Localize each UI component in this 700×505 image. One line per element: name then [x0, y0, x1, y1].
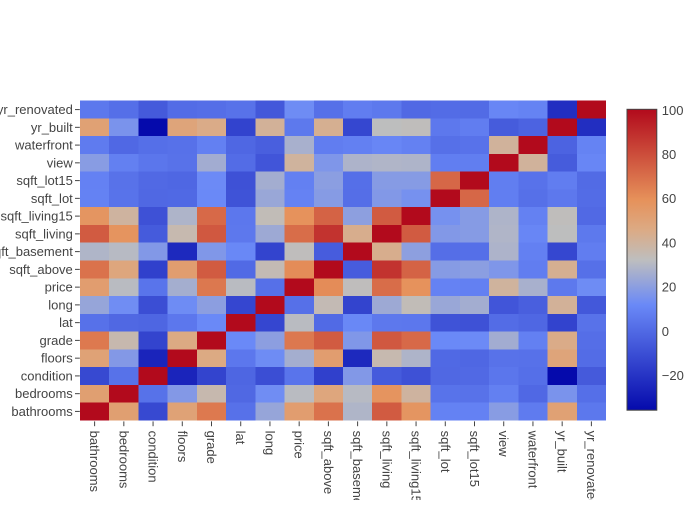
svg-text:yr_built: yr_built [555, 431, 570, 473]
svg-text:sqft_living: sqft_living [379, 431, 394, 489]
svg-text:sqft_above: sqft_above [9, 262, 73, 277]
svg-text:floors: floors [41, 351, 73, 366]
svg-text:sqft_living: sqft_living [15, 226, 73, 241]
svg-text:100: 100 [662, 103, 684, 118]
svg-text:yr_built: yr_built [31, 120, 73, 135]
svg-text:bedrooms: bedrooms [116, 431, 131, 489]
svg-text:long: long [262, 431, 277, 456]
svg-text:view: view [47, 155, 74, 170]
svg-text:sqft_basement: sqft_basement [350, 431, 365, 500]
svg-text:40: 40 [662, 235, 676, 250]
svg-text:lat: lat [233, 431, 248, 445]
svg-text:sqft_above: sqft_above [321, 431, 336, 495]
svg-text:price: price [45, 280, 73, 295]
svg-text:sqft_lot: sqft_lot [31, 191, 73, 206]
svg-text:bedrooms: bedrooms [15, 386, 73, 401]
svg-text:sqft_living15: sqft_living15 [409, 431, 424, 500]
svg-text:long: long [48, 297, 73, 312]
svg-text:80: 80 [662, 147, 676, 162]
svg-text:sqft_lot: sqft_lot [438, 431, 453, 473]
svg-text:floors: floors [175, 431, 190, 463]
svg-text:sqft_lot15: sqft_lot15 [16, 173, 72, 188]
svg-text:view: view [496, 431, 511, 458]
svg-text:bathrooms: bathrooms [11, 404, 73, 419]
svg-text:condition: condition [21, 368, 73, 383]
svg-text:bathrooms: bathrooms [87, 431, 102, 493]
svg-text:sqft_basement: sqft_basement [0, 244, 73, 259]
svg-text:−20: −20 [662, 368, 684, 383]
svg-text:grade: grade [204, 431, 219, 464]
svg-text:condition: condition [146, 431, 161, 483]
svg-text:waterfront: waterfront [14, 138, 73, 153]
svg-text:lat: lat [59, 315, 73, 330]
svg-text:grade: grade [40, 333, 73, 348]
svg-text:waterfront: waterfront [525, 430, 540, 489]
svg-text:60: 60 [662, 191, 676, 206]
svg-text:sqft_lot15: sqft_lot15 [467, 431, 482, 487]
svg-text:yr_renovated: yr_renovated [0, 102, 73, 117]
svg-text:sqft_living15: sqft_living15 [1, 209, 73, 224]
svg-text:yr_renovated: yr_renovated [584, 431, 599, 500]
svg-text:0: 0 [662, 324, 669, 339]
svg-text:20: 20 [662, 280, 676, 295]
svg-text:price: price [292, 431, 307, 459]
